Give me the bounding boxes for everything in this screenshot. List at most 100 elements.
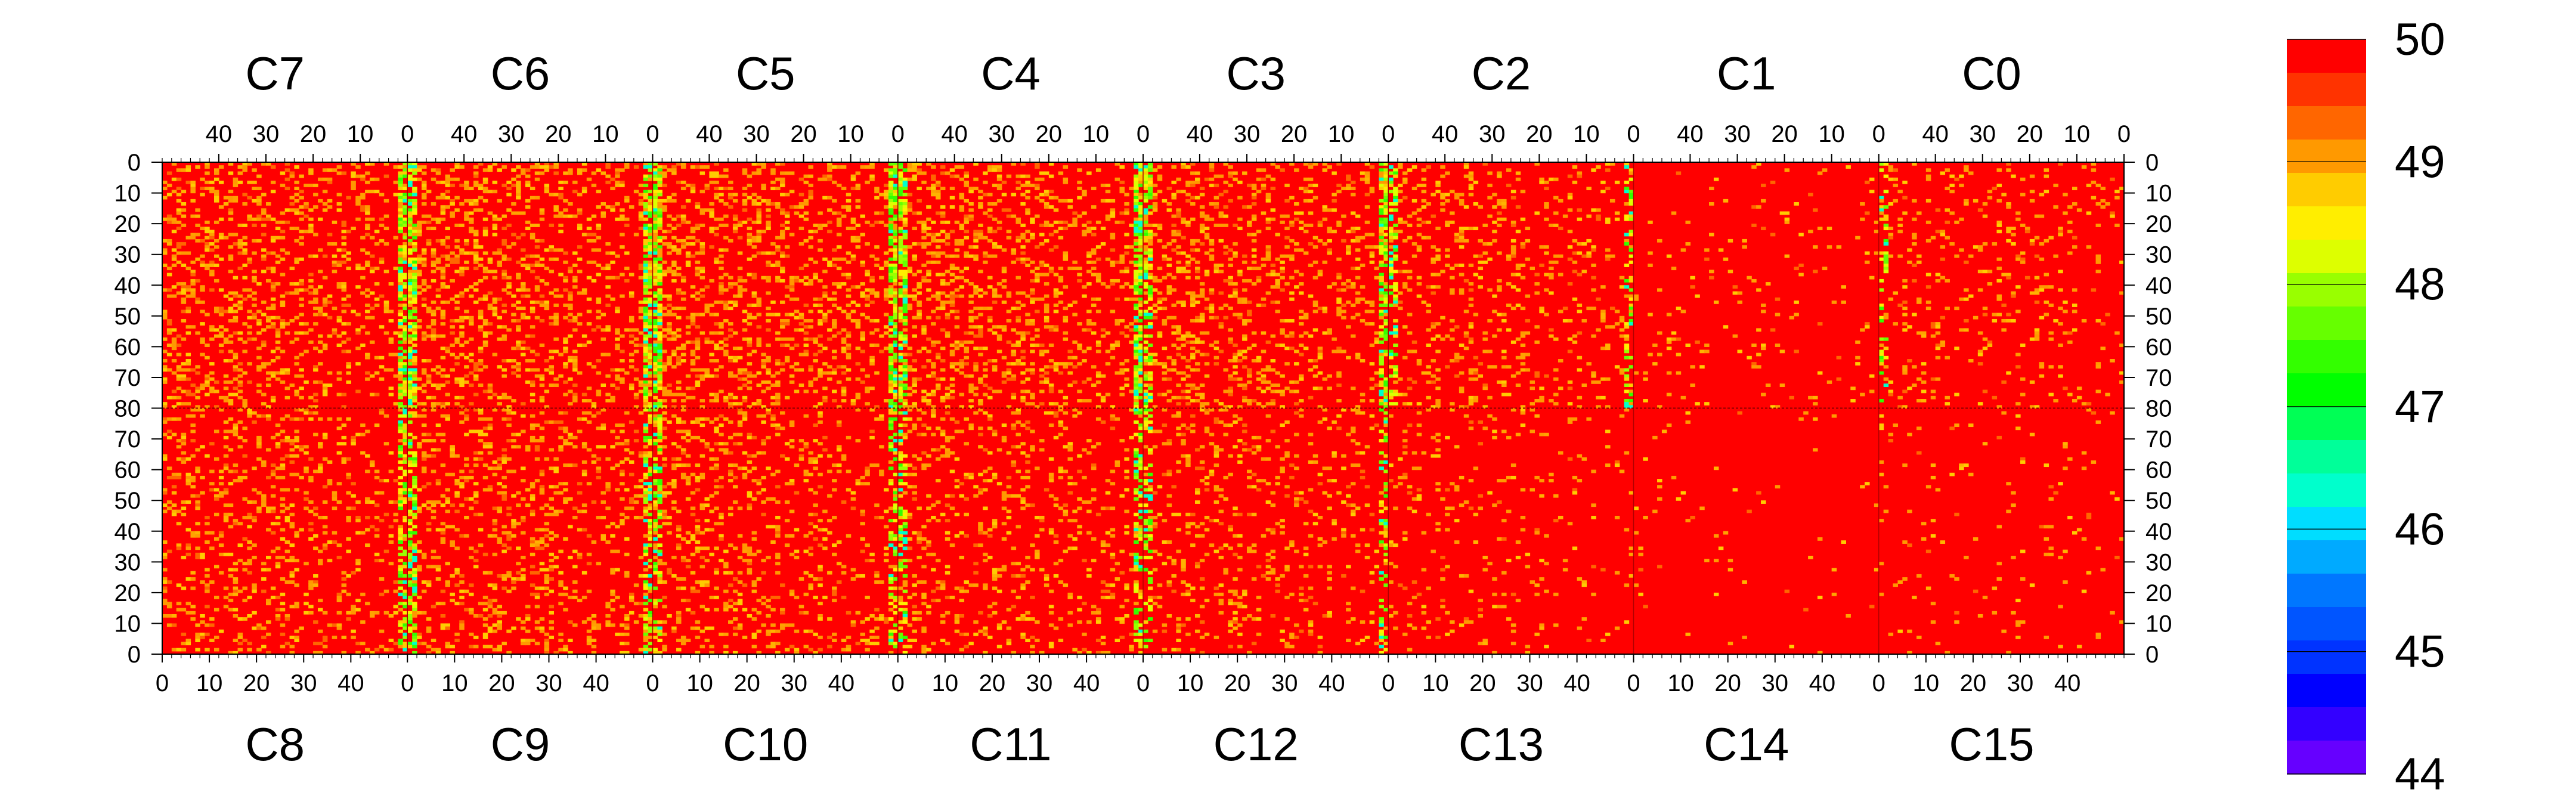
heat-cell [412,371,417,375]
heat-cell [648,214,654,218]
heat-cell [440,315,446,320]
heat-cell [487,257,493,261]
heat-cell [185,377,191,381]
heat-cell [855,325,861,329]
heat-cell [643,202,649,206]
heat-cell [846,346,852,351]
heat-cell [737,288,743,292]
heat-cell [1119,211,1125,215]
heat-cell [431,405,436,409]
heat-cell [671,278,677,283]
heat-cell [1044,264,1049,267]
heat-cell [893,217,899,221]
heat-cell [803,337,809,341]
heat-cell [1246,184,1252,187]
heat-cell [1228,306,1233,311]
heat-cell [897,257,903,261]
heat-cell [1242,322,1247,326]
heat-cell [322,275,328,280]
heat-cell [850,309,856,314]
heat-cell [761,230,766,234]
heat-cell [968,245,974,249]
heat-cell [1143,301,1148,304]
heat-cell [954,362,960,366]
heat-cell [1044,309,1049,314]
heat-cell [270,349,276,354]
heat-cell [1119,386,1125,391]
heat-cell [680,343,686,347]
heat-cell [412,205,417,209]
heat-cell [643,399,649,402]
heat-cell [822,386,828,391]
heat-cell [464,239,469,243]
heat-cell [775,359,781,363]
heat-cell [926,374,931,378]
heat-cell [398,220,403,224]
heat-cell [860,165,865,169]
heat-cell [1105,362,1111,366]
heat-cell [992,217,998,221]
heat-cell [218,309,224,314]
heat-cell [973,346,979,351]
heat-cell [521,248,526,252]
heat-cell [469,187,474,191]
heat-cell [893,374,899,378]
heat-cell [459,270,465,274]
heat-cell [1171,214,1176,218]
heat-cell [907,168,913,172]
heat-cell [671,236,677,240]
heat-cell [242,248,247,252]
heat-cell [365,190,370,194]
heat-cell [1213,267,1219,271]
heat-cell [1067,205,1073,209]
heat-cell [832,389,837,394]
heat-cell [624,162,630,166]
heat-cell [166,294,172,298]
heat-cell [544,282,550,286]
heat-cell [1138,275,1144,280]
heat-cell [426,309,432,314]
heat-cell [1048,248,1054,252]
heat-cell [818,402,823,405]
heat-cell [1044,325,1049,329]
heat-cell [600,267,606,271]
heat-cell [803,199,809,203]
heat-cell [624,267,630,271]
heat-cell [671,193,677,197]
heat-cell [846,294,852,298]
heat-cell [846,334,852,338]
heat-cell [412,227,417,231]
heat-cell [1119,392,1125,397]
heat-cell [987,386,993,391]
heat-cell [171,328,177,332]
heat-cell [714,174,719,178]
heat-cell [1181,343,1186,347]
heat-cell [893,248,899,252]
heat-cell [1044,190,1049,194]
heat-cell [695,224,701,227]
heat-cell [482,168,488,172]
heat-cell [747,236,753,240]
heat-cell [270,282,276,286]
heat-cell [1086,254,1092,258]
heat-cell [704,187,710,191]
heat-cell [643,254,649,258]
heat-cell [402,233,408,237]
heat-cell [643,177,649,181]
heat-cell [228,392,234,397]
heat-cell [676,306,682,311]
heat-cell [228,199,234,203]
heat-cell [671,270,677,274]
heat-cell [902,392,908,397]
heat-cell [336,282,342,286]
heat-cell [897,180,903,184]
heat-cell [846,227,852,231]
heat-cell [874,294,880,298]
heat-cell [1138,208,1144,212]
heat-cell [1147,190,1153,194]
heat-cell [445,245,451,249]
heat-cell [209,337,215,341]
heat-cell [628,386,634,391]
heat-cell [751,315,757,320]
heat-cell [1147,399,1153,402]
